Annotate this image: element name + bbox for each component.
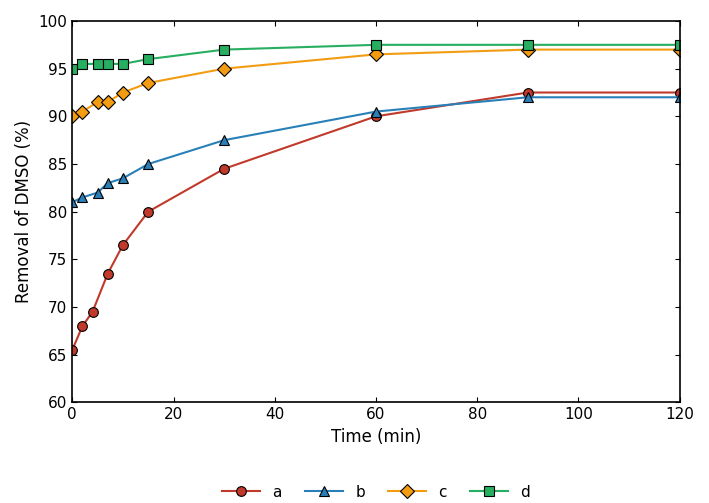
c (675, 47, 683, 53)
c (144, 80, 152, 86)
Line: a: a (67, 88, 684, 355)
b (68, 199, 77, 205)
a (523, 90, 532, 96)
d (144, 56, 152, 62)
a (104, 271, 112, 277)
c (78, 109, 86, 115)
d (94, 61, 102, 67)
d (675, 42, 683, 48)
Line: b: b (67, 93, 684, 207)
a (118, 242, 127, 248)
d (104, 61, 112, 67)
c (118, 90, 127, 96)
b (144, 161, 152, 167)
Legend: a, b, c, d: a, b, c, d (216, 479, 536, 503)
c (372, 51, 380, 57)
a (89, 309, 97, 315)
c (68, 113, 77, 119)
d (372, 42, 380, 48)
c (104, 99, 112, 105)
b (523, 94, 532, 100)
b (675, 94, 683, 100)
X-axis label: Time (min): Time (min) (330, 428, 421, 446)
b (78, 194, 86, 200)
a (220, 166, 228, 172)
d (78, 61, 86, 67)
a (78, 323, 86, 329)
Line: c: c (67, 45, 684, 121)
d (220, 47, 228, 53)
d (523, 42, 532, 48)
d (68, 66, 77, 72)
c (220, 66, 228, 72)
a (144, 209, 152, 215)
c (523, 47, 532, 53)
c (94, 99, 102, 105)
Line: d: d (67, 40, 684, 73)
b (94, 190, 102, 196)
b (104, 180, 112, 186)
a (68, 347, 77, 353)
a (675, 90, 683, 96)
Y-axis label: Removal of DMSO (%): Removal of DMSO (%) (15, 120, 33, 303)
a (372, 113, 380, 119)
d (118, 61, 127, 67)
b (220, 137, 228, 143)
b (118, 176, 127, 182)
b (372, 109, 380, 115)
